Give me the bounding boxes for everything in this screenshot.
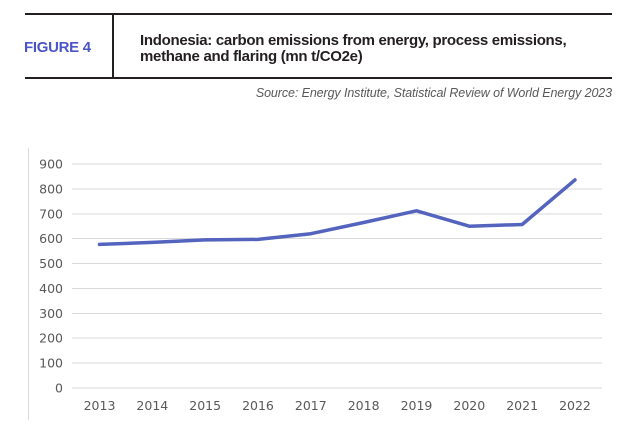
x-axis-tick-label: 2018 (348, 398, 380, 413)
x-axis-tick-label: 2022 (559, 398, 591, 413)
x-axis-tick-label: 2014 (136, 398, 168, 413)
x-axis-tick-label: 2021 (506, 398, 538, 413)
y-axis-tick-label: 800 (39, 181, 63, 196)
y-axis-tick-label: 400 (39, 281, 63, 296)
chart-left-border (28, 148, 29, 420)
y-axis-tick-label: 0 (55, 381, 63, 396)
y-axis-tick-label: 500 (39, 256, 63, 271)
chart-title-line-2: methane and flaring (mn t/CO2e) (140, 47, 363, 65)
x-axis-tick-label: 2019 (401, 398, 433, 413)
source-attribution: Source: Energy Institute, Statistical Re… (255, 86, 612, 100)
y-axis-tick-label: 300 (39, 306, 63, 321)
y-axis-tick-label: 600 (39, 231, 63, 246)
y-axis-tick-label: 900 (39, 157, 63, 172)
x-axis-tick-label: 2015 (189, 398, 221, 413)
x-axis-tick-label: 2020 (453, 398, 485, 413)
x-axis-tick-label: 2016 (242, 398, 274, 413)
y-axis-tick-label: 100 (39, 356, 63, 371)
header-top-rule (25, 13, 612, 15)
emissions-line-series (97, 178, 577, 247)
x-axis-tick-label: 2013 (84, 398, 116, 413)
chart-title: Indonesia: carbon emissions from energy,… (140, 33, 610, 64)
header-bottom-rule (25, 77, 612, 79)
y-axis-tick-label: 700 (39, 206, 63, 221)
figure-number-label: FIGURE 4 (24, 39, 91, 56)
chart-title-line-1: Indonesia: carbon emissions from energy,… (140, 32, 567, 49)
x-axis-tick-label: 2017 (295, 398, 327, 413)
y-axis-tick-label: 200 (39, 331, 63, 346)
header-divider (112, 14, 114, 77)
